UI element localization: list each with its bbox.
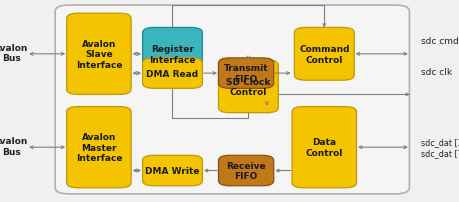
Text: Command
Control: Command Control [298, 45, 349, 64]
Text: SD Clock
Control: SD Clock Control [226, 77, 270, 97]
Text: Avalon
Bus: Avalon Bus [0, 44, 28, 63]
Text: DMA Write: DMA Write [145, 166, 199, 175]
Text: Avalon
Slave
Interface: Avalon Slave Interface [75, 40, 122, 69]
FancyBboxPatch shape [218, 59, 273, 89]
FancyBboxPatch shape [142, 28, 202, 81]
FancyBboxPatch shape [67, 14, 131, 95]
FancyBboxPatch shape [67, 107, 131, 188]
FancyBboxPatch shape [142, 156, 202, 186]
Text: DMA Read: DMA Read [146, 69, 198, 78]
FancyBboxPatch shape [294, 28, 353, 81]
Text: Register
Interface: Register Interface [149, 45, 196, 64]
Text: sdc cmd: sdc cmd [420, 37, 458, 46]
Text: sdc_dat [3:0]/
sdc_dat [7:0]: sdc_dat [3:0]/ sdc_dat [7:0] [420, 138, 459, 157]
Text: Transmit
FIFO: Transmit FIFO [223, 64, 268, 83]
FancyBboxPatch shape [291, 107, 356, 188]
FancyBboxPatch shape [142, 59, 202, 89]
Text: sdc clk: sdc clk [420, 67, 451, 76]
FancyBboxPatch shape [218, 61, 278, 113]
FancyBboxPatch shape [55, 6, 409, 194]
Text: Avalon
Master
Interface: Avalon Master Interface [75, 133, 122, 162]
Text: Data
Control: Data Control [305, 138, 342, 157]
Text: Avalon
Bus: Avalon Bus [0, 137, 28, 156]
FancyBboxPatch shape [218, 156, 273, 186]
Text: Receive
FIFO: Receive FIFO [226, 161, 265, 180]
